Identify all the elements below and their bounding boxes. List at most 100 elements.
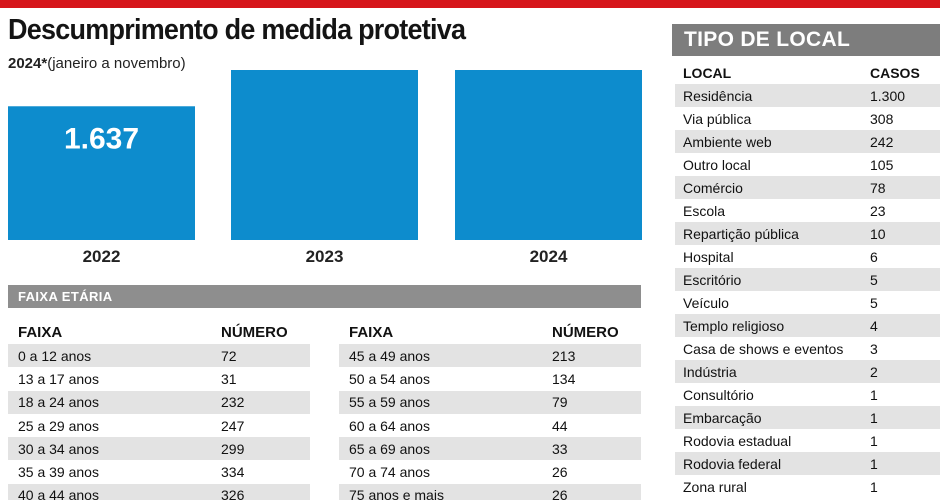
table-row: Outro local 105 (675, 153, 940, 176)
cell-local: Rodovia estadual (683, 432, 792, 449)
cell-local: Templo religioso (675, 314, 862, 337)
cell-faixa: 65 a 69 anos (339, 437, 542, 461)
table-row: Escritório 5 (675, 268, 940, 291)
cell-casos: 78 (862, 176, 940, 199)
bar-2022 (8, 106, 195, 240)
cell-faixa: 30 a 34 anos (8, 437, 211, 461)
subtitle-year: 2024* (8, 55, 48, 72)
col-numero-header: NÚMERO (552, 324, 619, 341)
bar-2024 (455, 70, 642, 241)
cell-faixa: 60 a 64 anos (349, 417, 430, 434)
table-row: 60 a 64 anos 44 (339, 414, 641, 437)
cell-casos: 1.300 (862, 84, 940, 107)
table-row: 30 a 34 anos 299 (8, 437, 310, 461)
bar-category-label: 2024 (530, 247, 568, 266)
table-row: 40 a 44 anos 326 (8, 483, 310, 500)
col-local-header: LOCAL (683, 65, 732, 81)
cell-numero: 232 (211, 390, 310, 414)
cell-faixa: 50 a 54 anos (349, 370, 430, 387)
cell-casos: 4 (862, 314, 940, 337)
cell-local: Consultório (683, 386, 754, 403)
cell-local: Comércio (675, 176, 862, 199)
table-header-row: FAIXA NÚMERO (339, 321, 641, 344)
subtitle-period: (janeiro a novembro) (47, 55, 186, 72)
cell-faixa: 25 a 29 anos (18, 417, 99, 434)
cell-casos: 105 (870, 156, 894, 173)
cell-faixa: 40 a 44 anos (8, 483, 211, 500)
table-row: 45 a 49 anos 213 (339, 344, 641, 368)
cell-casos: 242 (862, 130, 940, 153)
col-faixa-header: FAIXA (349, 324, 394, 341)
cell-numero: 26 (552, 464, 568, 481)
faixa-etaria-table-right: FAIXA NÚMERO 45 a 49 anos 213 50 a 54 anos… (339, 321, 641, 500)
cell-local: Hospital (683, 248, 734, 265)
cell-local: Via pública (683, 110, 752, 127)
cell-numero: 247 (221, 417, 245, 434)
table-row: 55 a 59 anos 79 (339, 390, 641, 414)
cell-casos: 23 (870, 202, 886, 219)
page-subtitle: 2024*(janeiro a novembro) (8, 55, 186, 72)
table-row: Ambiente web 242 (675, 130, 940, 153)
table-row: 25 a 29 anos 247 (8, 414, 310, 437)
cell-casos: 1 (870, 478, 878, 495)
cell-casos: 6 (870, 248, 878, 265)
table-row: Rodovia estadual 1 (675, 429, 940, 452)
table-row: 13 a 17 anos 31 (8, 367, 310, 390)
cell-faixa: 55 a 59 anos (339, 390, 542, 414)
cell-casos: 5 (870, 294, 878, 311)
page-title: Descumprimento de medida protetiva (8, 14, 466, 46)
cell-casos: 1 (862, 452, 940, 475)
cell-faixa: 35 a 39 anos (18, 464, 99, 481)
table-row: Veículo 5 (675, 291, 940, 314)
cell-local: Ambiente web (675, 130, 862, 153)
table-row: Comércio 78 (675, 176, 940, 199)
tipo-local-header: TIPO DE LOCAL (672, 24, 940, 56)
table-header-row: LOCAL CASOS (675, 62, 940, 84)
bar-category-label: 2022 (83, 247, 121, 266)
cell-local: Escola (683, 202, 726, 219)
table-row: 50 a 54 anos 134 (339, 367, 641, 390)
table-row: Repartição pública 10 (675, 222, 940, 245)
cell-casos: 5 (862, 268, 940, 291)
cell-local: Residência (675, 84, 862, 107)
cell-local: Repartição pública (675, 222, 862, 245)
tipo-local-table: LOCAL CASOS Residência 1.300 Via pública 30… (675, 62, 940, 498)
table-header-row: FAIXA NÚMERO (8, 321, 310, 344)
faixa-etaria-table-left: FAIXA NÚMERO 0 a 12 anos 72 13 a 17 anos 31… (8, 321, 310, 500)
cell-numero: 44 (552, 417, 568, 434)
cell-numero: 33 (542, 437, 641, 461)
cell-local: Rodovia federal (675, 452, 862, 475)
cell-local: Veículo (683, 294, 729, 311)
table-row: 18 a 24 anos 232 (8, 390, 310, 414)
bar-category-label: 2023 (306, 247, 344, 266)
table-row: Hospital 6 (675, 245, 940, 268)
table-row: Indústria 2 (675, 360, 940, 383)
cell-casos: 308 (870, 110, 894, 127)
col-numero-header: NÚMERO (221, 324, 288, 341)
cell-faixa: 13 a 17 anos (18, 370, 99, 387)
cell-local: Indústria (675, 360, 862, 383)
table-row: Templo religioso 4 (675, 314, 940, 337)
cell-numero: 334 (221, 464, 245, 481)
table-row: Consultório 1 (675, 383, 940, 406)
cell-numero: 79 (542, 390, 641, 414)
table-row: Zona rural 1 (675, 475, 940, 498)
bar-chart: 1.63720221.93920232.0962024 (8, 70, 642, 266)
table-row: Residência 1.300 (675, 84, 940, 107)
cell-local: Embarcação (675, 406, 862, 429)
table-row: 75 anos e mais 26 (339, 483, 641, 500)
cell-numero: 31 (221, 370, 237, 387)
col-casos-header: CASOS (870, 65, 920, 81)
cell-numero: 326 (211, 483, 310, 500)
table-row: 65 a 69 anos 33 (339, 437, 641, 461)
cell-faixa: 45 a 49 anos (339, 344, 542, 368)
table-row: 70 a 74 anos 26 (339, 460, 641, 483)
cell-local: Casa de shows e eventos (683, 340, 844, 357)
table-row: Via pública 308 (675, 107, 940, 130)
bar-value-label: 1.637 (64, 122, 139, 155)
table-row: 35 a 39 anos 334 (8, 460, 310, 483)
cell-casos: 1 (870, 432, 878, 449)
col-faixa-header: FAIXA (18, 324, 63, 341)
cell-casos: 10 (862, 222, 940, 245)
cell-casos: 3 (870, 340, 878, 357)
